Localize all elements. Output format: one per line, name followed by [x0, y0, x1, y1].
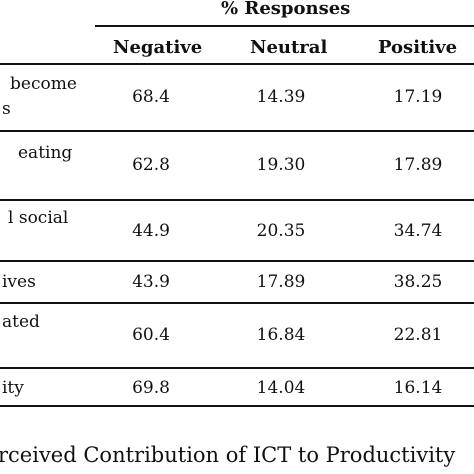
cell-negative: 43.9	[132, 272, 170, 292]
group-header: % Responses	[221, 0, 351, 19]
column-header-negative: Negative	[113, 37, 203, 58]
header-bottom-rule	[0, 63, 474, 65]
cell-positive: 22.81	[393, 325, 443, 345]
cell-neutral: 19.30	[256, 155, 306, 175]
row-divider	[0, 199, 474, 201]
column-header-positive: Positive	[378, 37, 458, 58]
row-label: become	[10, 74, 77, 94]
cell-neutral: 20.35	[256, 221, 306, 241]
row-divider	[0, 302, 474, 304]
row-label: l social	[8, 208, 69, 228]
row-label: ity	[2, 378, 24, 398]
row-divider	[0, 260, 474, 262]
row-label: ives	[2, 272, 36, 292]
row-label: eating	[18, 143, 73, 163]
cell-positive: 16.14	[393, 378, 443, 398]
cell-positive: 34.74	[393, 221, 443, 241]
table-caption: rceived Contribution of ICT to Productiv…	[0, 443, 456, 467]
table-bottom-rule	[0, 405, 474, 407]
column-header-neutral: Neutral	[250, 37, 328, 58]
cell-negative: 69.8	[132, 378, 170, 398]
cell-neutral: 14.39	[256, 87, 306, 107]
cell-negative: 68.4	[132, 87, 170, 107]
header-underline	[95, 25, 474, 27]
row-divider	[0, 367, 474, 369]
cell-neutral: 16.84	[256, 325, 306, 345]
cell-positive: 38.25	[393, 272, 443, 292]
cell-negative: 44.9	[132, 221, 170, 241]
row-label: s	[2, 99, 11, 119]
cell-positive: 17.19	[393, 87, 443, 107]
row-divider	[0, 130, 474, 132]
row-label: ated	[2, 312, 40, 332]
cell-positive: 17.89	[393, 155, 443, 175]
cell-negative: 60.4	[132, 325, 170, 345]
cell-neutral: 14.04	[256, 378, 306, 398]
cell-negative: 62.8	[132, 155, 170, 175]
cell-neutral: 17.89	[256, 272, 306, 292]
